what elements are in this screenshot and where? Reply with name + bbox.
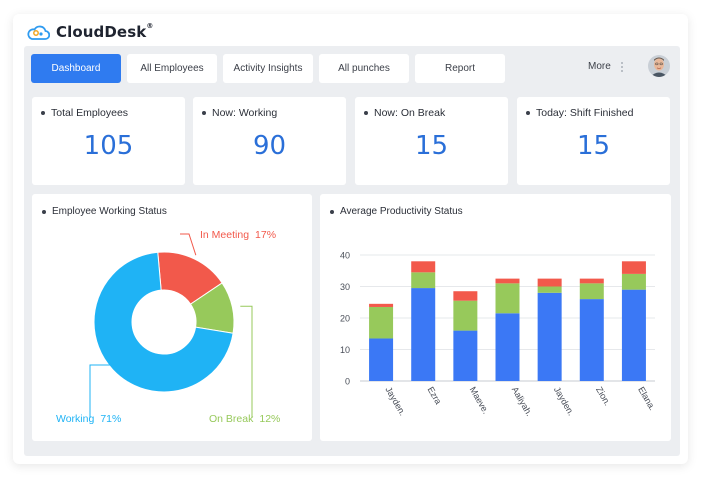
tab-all-punches[interactable]: All punches [319, 54, 409, 83]
y-tick-label: 10 [340, 345, 350, 355]
bar-segment [495, 278, 520, 284]
x-tick-label: Aaliyah. [510, 385, 535, 418]
stat-label: Now: Working [212, 107, 278, 119]
stat-card-shift-finished: Today: Shift Finished 15 [517, 97, 670, 185]
bar-segment [621, 261, 646, 274]
bullet-icon [526, 111, 530, 115]
stat-card-now-on-break: Now: On Break 15 [355, 97, 508, 185]
dashboard: Dashboard All Employees Activity Insight… [24, 46, 680, 456]
bullet-icon [42, 209, 46, 214]
productivity-panel: Average Productivity Status 0 10 20 30 40 Jay… [320, 194, 671, 441]
tab-bar: Dashboard All Employees Activity Insight… [31, 54, 511, 83]
x-tick-label: Zion. [594, 385, 613, 407]
bar-segment [453, 300, 478, 331]
brand: CloudDesk® [26, 22, 153, 42]
bar-segment [369, 303, 394, 307]
brand-name: CloudDesk [56, 23, 147, 41]
registered-mark: ® [146, 22, 154, 30]
donut-slice-working [93, 251, 234, 393]
avatar-icon [648, 55, 670, 77]
bar-segment [579, 299, 604, 381]
callout-line [240, 305, 253, 418]
y-tick-label: 20 [340, 314, 350, 324]
stat-value: 15 [414, 131, 449, 161]
bar-segment [411, 261, 436, 273]
stacked-bar-chart: 0 10 20 30 40 Jayden. Ezra Maeve. Aaliyah. Jayden… [340, 251, 658, 418]
user-avatar[interactable] [648, 55, 670, 77]
y-tick-label: 30 [340, 282, 350, 292]
cloud-logo-icon [27, 25, 50, 40]
more-menu-button[interactable]: More [588, 61, 623, 72]
bullet-icon [202, 111, 206, 115]
tab-report[interactable]: Report [415, 54, 505, 83]
bar-segment [453, 291, 478, 301]
bar-segment [579, 278, 604, 284]
bar-segment [453, 330, 478, 381]
slice-percent: 71% [100, 413, 121, 425]
slice-name: In Meeting [200, 229, 249, 241]
slice-percent: 12% [259, 413, 280, 425]
slice-name: On Break [209, 413, 254, 425]
bar-segment [537, 292, 562, 381]
stat-value: 15 [576, 131, 611, 161]
panel-title: Employee Working Status [52, 206, 167, 217]
working-status-panel: Employee Working Status In Meeting 17% On … [32, 194, 312, 441]
bar-segment [579, 283, 604, 300]
stat-label: Today: Shift Finished [536, 107, 634, 119]
slice-label: On Break 12% [209, 413, 280, 425]
bar-segment [411, 272, 436, 289]
slice-percent: 17% [255, 229, 276, 241]
bar-segment [621, 273, 646, 290]
bar-segment [369, 338, 394, 381]
stat-card-total-employees: Total Employees 105 [32, 97, 185, 185]
stat-value: 90 [252, 131, 287, 161]
x-tick-label: Jayden. [383, 385, 407, 417]
stat-label: Now: On Break [374, 107, 446, 119]
y-tick-label: 0 [345, 377, 350, 387]
callout-line [89, 364, 122, 418]
donut-chart: In Meeting 17% On Break 12% Working 71% [56, 229, 280, 425]
x-tick-label: Jayden. [552, 385, 576, 417]
stat-label: Total Employees [51, 107, 129, 119]
y-tick-label: 40 [340, 251, 350, 261]
bar-segment [411, 288, 436, 381]
callout-line [180, 233, 197, 256]
bar-segment [537, 286, 562, 293]
bar-segment [537, 278, 562, 287]
x-tick-label: Maeve. [468, 385, 491, 416]
more-label: More [588, 61, 611, 72]
panel-title: Average Productivity Status [340, 206, 463, 217]
bar-segment [495, 313, 520, 381]
bar-segment [495, 283, 520, 314]
bullet-icon [330, 209, 334, 214]
slice-name: Working [56, 413, 94, 425]
bar-segment [369, 306, 394, 339]
bullet-icon [41, 111, 45, 115]
x-tick-label: Ezra [425, 385, 443, 406]
bar-segment [621, 289, 646, 381]
tab-all-employees[interactable]: All Employees [127, 54, 217, 83]
stat-value: 105 [83, 131, 134, 161]
slice-label: In Meeting 17% [200, 229, 276, 241]
bullet-icon [364, 111, 368, 115]
tab-activity-insights[interactable]: Activity Insights [223, 54, 313, 83]
x-tick-label: Elana. [636, 385, 657, 412]
stat-card-now-working: Now: Working 90 [193, 97, 346, 185]
tab-dashboard[interactable]: Dashboard [31, 54, 121, 83]
kebab-icon [620, 61, 623, 72]
slice-label: Working 71% [56, 413, 121, 425]
